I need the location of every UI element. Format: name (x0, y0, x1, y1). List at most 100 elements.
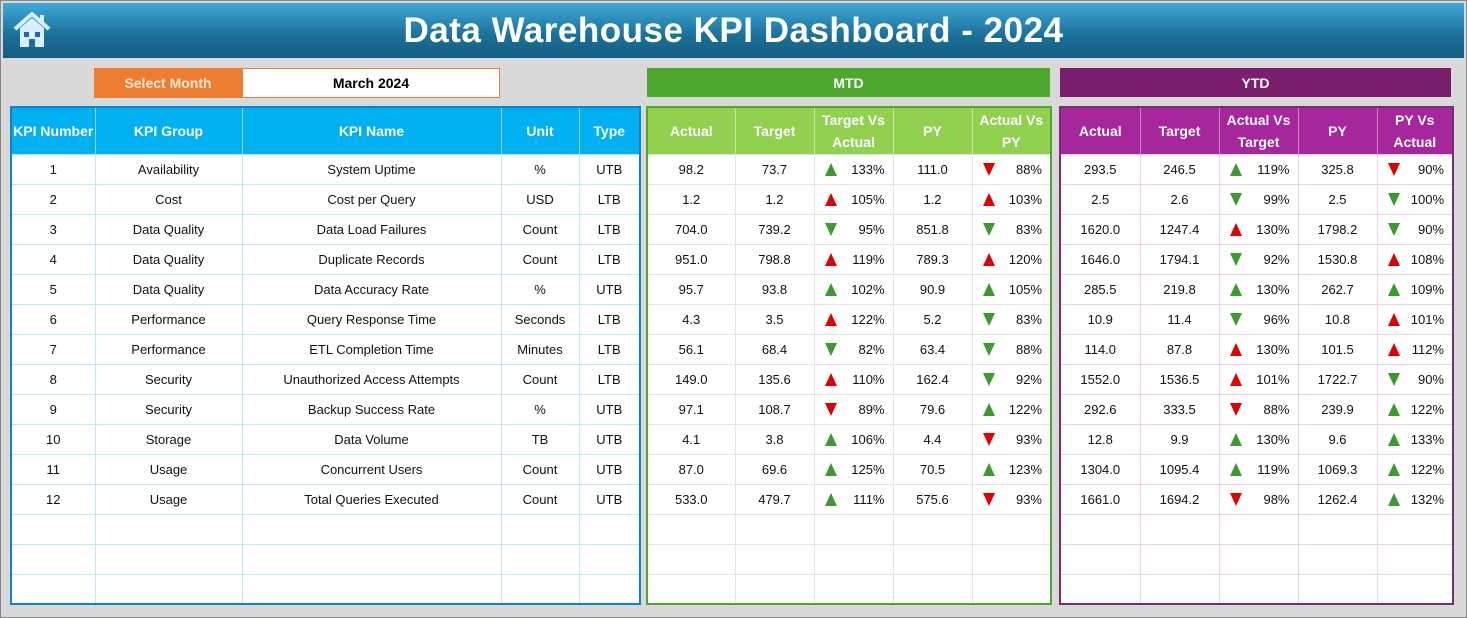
arrow-up-icon (1229, 342, 1242, 356)
ytd-py: 1798.2 (1297, 213, 1378, 245)
kpi-group: Cost (94, 183, 243, 215)
ytd-actual-vs-target-pct: 130% (1256, 221, 1290, 237)
empty-cell (734, 573, 815, 605)
kpi-name: Query Response Time (241, 303, 502, 335)
empty-cell (1139, 513, 1220, 545)
ytd-py-vs-actual-pct: 109% (1410, 281, 1444, 297)
empty-cell (241, 513, 502, 545)
ytd-py-vs-actual-pct: 122% (1410, 461, 1444, 477)
kpi-unit: Count (500, 243, 580, 275)
table-row: 4.1 3.8 106% 4.4 93% (646, 423, 1052, 455)
empty-cell (94, 543, 243, 575)
mtd-target-vs-actual-pct: 89% (858, 401, 885, 417)
empty-cell (1376, 513, 1454, 545)
empty-cell (94, 513, 243, 545)
empty-cell (971, 543, 1052, 575)
ytd-py-vs-actual-pct: 122% (1410, 401, 1444, 417)
mtd-target-vs-actual: 95% (813, 213, 894, 245)
mtd-py: 111.0 (892, 153, 973, 185)
mtd-actual-vs-py: 122% (971, 393, 1052, 425)
arrow-down-icon (982, 372, 995, 386)
kpi-group: Usage (94, 453, 243, 485)
kpi-number: 3 (10, 213, 96, 245)
arrow-down-icon (1387, 192, 1400, 206)
arrow-up-icon (982, 252, 995, 266)
mtd-actual-vs-py: 123% (971, 453, 1052, 485)
arrow-down-icon (824, 222, 837, 236)
table-row: 95.7 93.8 102% 90.9 105% (646, 273, 1052, 305)
table-row: 285.5 219.8 130% 262.7 109% (1059, 273, 1454, 305)
kpi-number: 6 (10, 303, 96, 335)
empty-cell (578, 513, 641, 545)
arrow-up-icon (1229, 162, 1242, 176)
arrow-up-icon (824, 312, 837, 326)
table-row: 1304.0 1095.4 119% 1069.3 122% (1059, 453, 1454, 485)
kpi-unit: Count (500, 453, 580, 485)
table-row: 1552.0 1536.5 101% 1722.7 90% (1059, 363, 1454, 395)
mtd-target-vs-actual-pct: 111% (853, 491, 885, 507)
title-bar: Data Warehouse KPI Dashboard - 2024 (3, 3, 1464, 58)
mtd-target: 68.4 (734, 333, 815, 365)
empty-row (646, 573, 1052, 605)
mtd-col-actual-vs-py: Actual Vs PY (972, 107, 1052, 154)
ytd-target: 11.4 (1139, 303, 1220, 335)
table-row: 97.1 108.7 89% 79.6 122% (646, 393, 1052, 425)
ytd-actual-vs-target-pct: 130% (1256, 281, 1290, 297)
empty-cell (10, 513, 96, 545)
empty-cell (1376, 543, 1454, 575)
kpi-group: Security (94, 393, 243, 425)
arrow-down-icon (1229, 192, 1242, 206)
ytd-actual-vs-target: 92% (1218, 243, 1299, 275)
mtd-target-vs-actual-pct: 102% (851, 281, 885, 297)
empty-cell (10, 543, 96, 575)
ytd-py-vs-actual: 90% (1376, 363, 1454, 395)
arrow-down-icon (1387, 372, 1400, 386)
ytd-actual-vs-target: 88% (1218, 393, 1299, 425)
ytd-col-actual: Actual (1060, 107, 1141, 154)
home-icon[interactable] (11, 9, 53, 51)
mtd-target-vs-actual: 111% (813, 483, 894, 515)
empty-cell (1376, 573, 1454, 605)
arrow-up-icon (824, 282, 837, 296)
month-select[interactable]: March 2024 (242, 68, 500, 98)
mtd-py: 4.4 (892, 423, 973, 455)
empty-cell (578, 573, 641, 605)
kpi-group: Security (94, 363, 243, 395)
mtd-py: 162.4 (892, 363, 973, 395)
mtd-actual-vs-py-pct: 88% (1015, 161, 1042, 177)
table-row: 3 Data Quality Data Load Failures Count LTB (10, 213, 641, 245)
ytd-py-vs-actual: 112% (1376, 333, 1454, 365)
ytd-actual-vs-target-pct: 119% (1257, 161, 1290, 177)
ytd-actual: 1552.0 (1059, 363, 1141, 395)
kpi-name: ETL Completion Time (241, 333, 502, 365)
mtd-actual-vs-py-pct: 105% (1008, 281, 1042, 297)
mtd-actual-vs-py-pct: 83% (1015, 221, 1042, 237)
arrow-up-icon (824, 492, 837, 506)
mtd-target-vs-actual-pct: 82% (858, 341, 885, 357)
kpi-number: 2 (10, 183, 96, 215)
ytd-py-vs-actual: 132% (1376, 483, 1454, 515)
mtd-target-vs-actual-pct: 119% (852, 251, 885, 267)
select-month-label: Select Month (94, 68, 242, 98)
empty-row (1059, 513, 1454, 545)
ytd-py: 239.9 (1297, 393, 1378, 425)
ytd-actual-vs-target-pct: 119% (1257, 461, 1290, 477)
mtd-py: 1.2 (892, 183, 973, 215)
mtd-target-vs-actual: 89% (813, 393, 894, 425)
arrow-up-icon (1229, 372, 1242, 386)
mtd-actual: 533.0 (646, 483, 736, 515)
mtd-table: Actual Target Target Vs Actual PY Actual… (646, 106, 1052, 605)
kpi-name: Unauthorized Access Attempts (241, 363, 502, 395)
ytd-py: 9.6 (1297, 423, 1378, 455)
ytd-actual-vs-target: 119% (1218, 453, 1299, 485)
ytd-actual: 292.6 (1059, 393, 1141, 425)
ytd-target: 1095.4 (1139, 453, 1220, 485)
table-row: 4.3 3.5 122% 5.2 83% (646, 303, 1052, 335)
ytd-actual-vs-target: 101% (1218, 363, 1299, 395)
mtd-py: 851.8 (892, 213, 973, 245)
ytd-actual-vs-target-pct: 130% (1256, 431, 1290, 447)
ytd-target: 333.5 (1139, 393, 1220, 425)
mtd-target-vs-actual: 122% (813, 303, 894, 335)
arrow-up-icon (824, 372, 837, 386)
ytd-header: YTD (1060, 68, 1451, 97)
